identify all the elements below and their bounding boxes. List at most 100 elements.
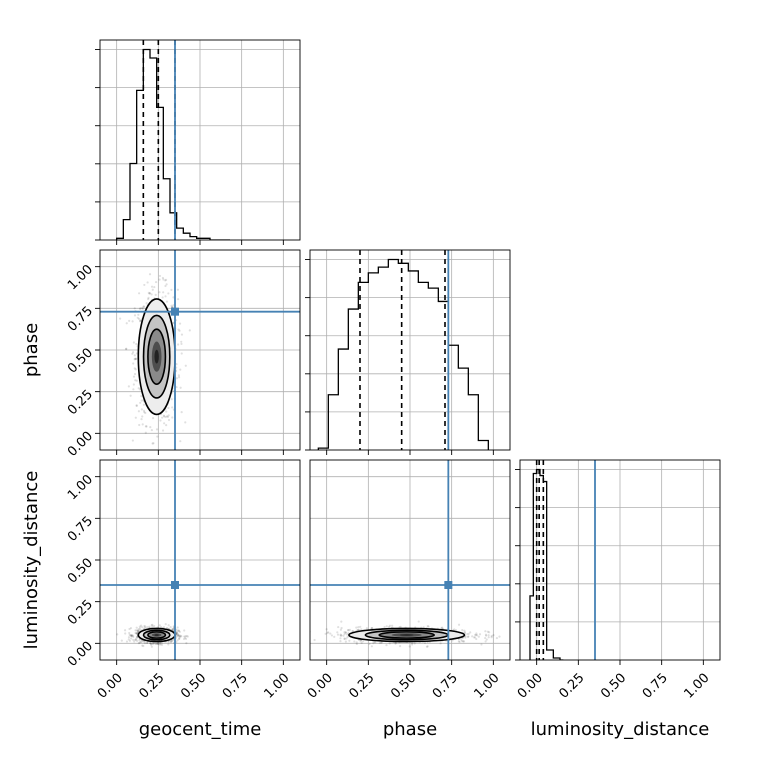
sample-point bbox=[124, 347, 128, 351]
sample-point bbox=[171, 639, 174, 642]
sample-point bbox=[141, 423, 144, 426]
sample-point bbox=[138, 423, 141, 427]
sample-point bbox=[425, 645, 429, 648]
truth-marker bbox=[444, 581, 453, 589]
sample-point bbox=[458, 640, 461, 644]
sample-point bbox=[313, 638, 316, 642]
sample-point bbox=[156, 435, 159, 438]
sample-point bbox=[478, 633, 482, 636]
sample-point bbox=[167, 643, 170, 646]
sample-point bbox=[151, 417, 155, 420]
sample-point bbox=[164, 284, 167, 288]
panel-content bbox=[100, 460, 300, 660]
sample-point bbox=[408, 645, 411, 648]
sample-point bbox=[158, 643, 161, 646]
sample-point bbox=[143, 642, 147, 645]
tick-label-y: 0.00 bbox=[65, 429, 96, 460]
sample-point bbox=[184, 364, 187, 367]
sample-point bbox=[177, 634, 180, 637]
sample-point bbox=[160, 625, 163, 629]
sample-point bbox=[466, 635, 470, 638]
sample-point bbox=[368, 642, 371, 645]
sample-point bbox=[150, 285, 154, 288]
sample-point bbox=[170, 304, 173, 307]
tick-label-x: 0.00 bbox=[515, 671, 546, 702]
sample-point bbox=[138, 627, 142, 630]
sample-point bbox=[136, 629, 140, 632]
sample-point bbox=[385, 644, 388, 647]
sample-point bbox=[380, 641, 383, 644]
sample-point bbox=[457, 640, 460, 643]
sample-point bbox=[344, 631, 348, 634]
sample-point bbox=[135, 629, 138, 632]
sample-point bbox=[346, 635, 349, 638]
sample-point bbox=[134, 416, 137, 419]
sample-point bbox=[464, 635, 467, 638]
sample-point bbox=[130, 633, 134, 637]
sample-point bbox=[144, 626, 147, 630]
sample-point bbox=[151, 641, 155, 645]
tick-label-x: 0.25 bbox=[557, 671, 588, 702]
sample-point bbox=[464, 636, 467, 639]
sample-point bbox=[355, 642, 358, 646]
sample-point bbox=[134, 629, 137, 632]
sample-point bbox=[137, 387, 140, 390]
sample-point bbox=[133, 367, 136, 370]
sample-point bbox=[346, 628, 350, 632]
sample-point bbox=[339, 634, 342, 637]
sample-point bbox=[333, 635, 336, 638]
tick-label-x: 0.50 bbox=[388, 671, 419, 702]
sample-point bbox=[170, 288, 173, 291]
sample-point bbox=[135, 637, 138, 640]
sample-point bbox=[370, 626, 374, 630]
tick-label-y: 1.00 bbox=[65, 472, 96, 503]
sample-point bbox=[119, 317, 122, 320]
sample-point bbox=[360, 641, 363, 645]
sample-point bbox=[188, 329, 191, 332]
sample-point bbox=[178, 322, 182, 325]
sample-point bbox=[165, 626, 169, 630]
density-contour bbox=[154, 349, 159, 364]
density-contour bbox=[154, 634, 159, 636]
sample-point bbox=[475, 637, 478, 641]
sample-point bbox=[184, 635, 187, 638]
sample-point bbox=[359, 625, 362, 628]
sample-point bbox=[178, 634, 181, 637]
sample-point bbox=[339, 637, 342, 640]
sample-point bbox=[167, 418, 171, 422]
sample-point bbox=[141, 306, 144, 309]
sample-point bbox=[344, 631, 347, 634]
sample-point bbox=[172, 628, 175, 632]
sample-point bbox=[179, 440, 182, 443]
sample-point bbox=[371, 627, 374, 630]
sample-point bbox=[132, 383, 135, 386]
sample-point bbox=[135, 631, 139, 635]
sample-point bbox=[176, 635, 179, 638]
tick-label-x: 1.00 bbox=[682, 671, 713, 702]
sample-point bbox=[461, 640, 464, 643]
sample-point bbox=[162, 291, 165, 294]
sample-point bbox=[498, 635, 501, 638]
sample-point bbox=[186, 635, 189, 638]
histogram-phase bbox=[317, 258, 489, 450]
sample-point bbox=[134, 638, 137, 642]
sample-point bbox=[340, 620, 343, 623]
y-axis-label: phase bbox=[21, 323, 42, 377]
sample-point bbox=[385, 625, 388, 628]
tick-label-y: 0.50 bbox=[65, 555, 96, 586]
sample-point bbox=[146, 625, 149, 629]
sample-point bbox=[426, 624, 429, 628]
sample-point bbox=[140, 395, 143, 398]
sample-point bbox=[164, 279, 167, 282]
sample-point bbox=[383, 625, 386, 629]
x-axis-label: geocent_time bbox=[139, 719, 262, 740]
sample-point bbox=[176, 639, 179, 642]
sample-point bbox=[135, 404, 138, 408]
sample-point bbox=[372, 641, 375, 645]
sample-point bbox=[131, 439, 134, 442]
tick-label-y: 1.00 bbox=[65, 262, 96, 293]
sample-point bbox=[165, 410, 168, 413]
sample-point bbox=[139, 319, 142, 322]
sample-point bbox=[137, 642, 140, 645]
tick-label-y: 0.25 bbox=[65, 387, 96, 418]
